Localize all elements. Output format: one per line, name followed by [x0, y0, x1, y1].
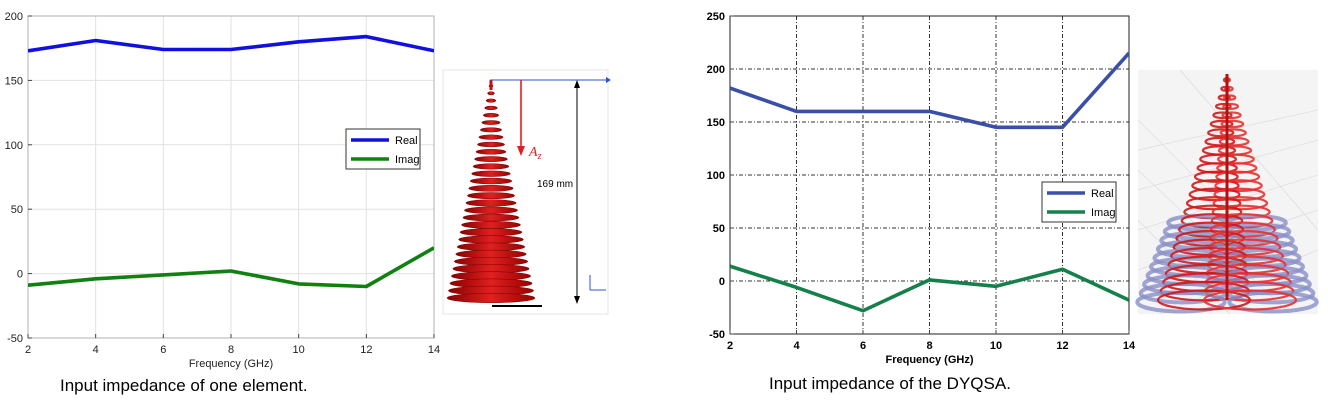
- left-caption: Input impedance of one element.: [60, 376, 308, 395]
- legend-label: Real: [395, 135, 418, 147]
- y-tick-label: 200: [707, 64, 725, 76]
- dyqsa-cone-coils: [1135, 74, 1319, 314]
- dyqsa-array-image: [1135, 69, 1319, 315]
- y-tick-label: 50: [713, 223, 725, 235]
- x-tick-label: 4: [793, 340, 800, 352]
- y-tick-label: 50: [11, 204, 23, 216]
- x-tick-label: 2: [25, 344, 31, 356]
- az-vector-label: Az: [528, 145, 542, 162]
- x-tick-label: 10: [293, 344, 305, 356]
- helical-cone-coil: [446, 80, 536, 303]
- x-tick-label: 6: [860, 340, 866, 352]
- y-tick-label: 100: [707, 170, 725, 182]
- series-line-imag: [28, 246, 434, 289]
- x-axis-label: Frequency (GHz): [189, 358, 273, 370]
- x-tick-label: 12: [1056, 340, 1068, 352]
- series-line-imag: [730, 264, 1129, 313]
- single-element-antenna-image: Az 169 mm: [442, 69, 611, 315]
- x-tick-label: 2: [727, 340, 733, 352]
- legend-label: Real: [1091, 188, 1114, 200]
- y-tick-label: 150: [707, 117, 725, 129]
- y-tick-label: 250: [707, 11, 725, 23]
- legend-label: Imag: [1091, 207, 1115, 219]
- right-caption: Input impedance of the DYQSA.: [769, 374, 1011, 393]
- x-tick-label: 6: [160, 344, 166, 356]
- y-tick-label: -50: [7, 333, 23, 345]
- height-dimension-label: 169 mm: [537, 179, 573, 190]
- y-tick-label: 0: [17, 269, 23, 281]
- legend: Real Imag: [345, 128, 421, 170]
- y-tick-label: 150: [5, 75, 23, 87]
- x-tick-label: 10: [990, 340, 1002, 352]
- legend: Real Imag: [1041, 181, 1117, 223]
- legend-label: Imag: [395, 154, 419, 166]
- y-tick-label: 100: [5, 140, 23, 152]
- right-impedance-chart: 2 4 6 8 10 12 14 -50 0 50 100 150 200 250 Frequency (G…: [707, 11, 1136, 366]
- x-tick-label: 12: [360, 344, 372, 356]
- y-tick-label: 0: [719, 276, 725, 288]
- y-tick-label: 200: [5, 11, 23, 23]
- x-tick-label: 8: [926, 340, 932, 352]
- x-tick-label: 8: [228, 344, 234, 356]
- x-tick-label: 4: [93, 344, 99, 356]
- x-tick-label: 14: [1123, 340, 1136, 352]
- x-axis-label: Frequency (GHz): [885, 354, 973, 366]
- series-line-real: [28, 34, 434, 53]
- y-tick-label: -50: [709, 329, 725, 341]
- left-impedance-chart: 2 4 6 8 10 12 14 -50 0 50 100 150 200 Frequency (GHz)…: [5, 11, 440, 370]
- x-tick-label: 14: [428, 344, 440, 356]
